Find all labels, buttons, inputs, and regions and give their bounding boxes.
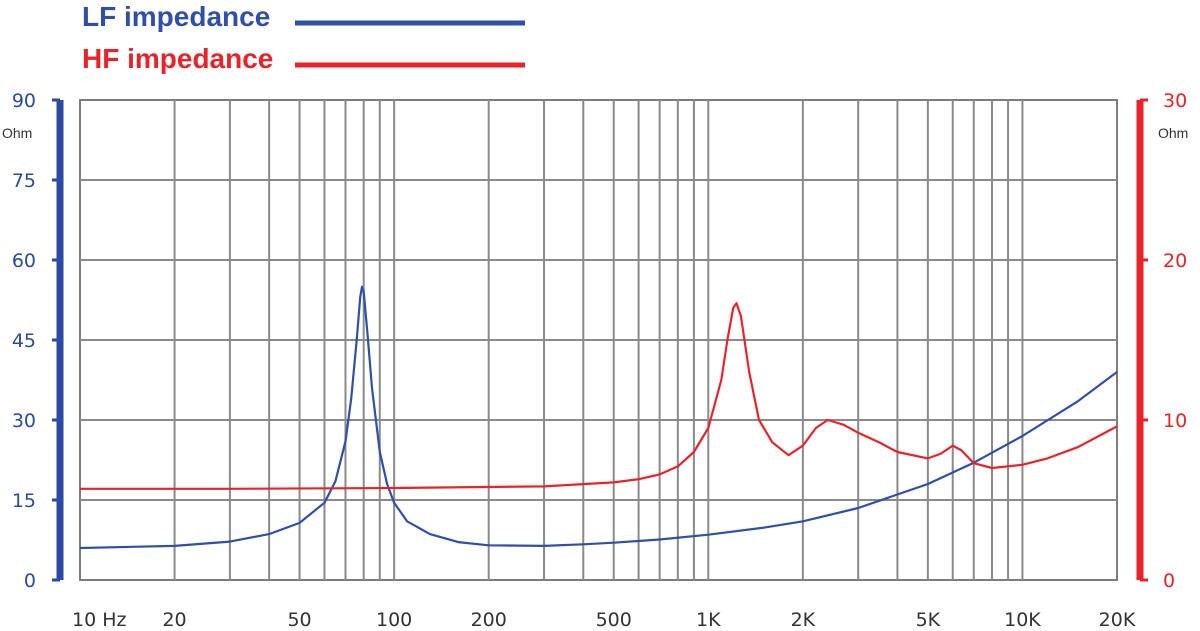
x-tick-label: 20 xyxy=(162,609,186,631)
left-tick-label: 15 xyxy=(12,490,36,512)
left-tick-label: 90 xyxy=(12,90,36,112)
right-tick-label: 30 xyxy=(1163,90,1187,112)
series-group xyxy=(79,285,1118,550)
legend-label-lf: LF impedance xyxy=(82,1,270,32)
left-tick-label: 0 xyxy=(24,570,36,592)
x-tick-label: 10 Hz xyxy=(72,609,127,631)
x-tick-label: 1K xyxy=(696,609,721,631)
right-tick-label: 0 xyxy=(1163,570,1175,592)
left-unit-label: Ohm xyxy=(2,125,32,141)
legend-label-hf: HF impedance xyxy=(82,43,273,74)
series-line-lf xyxy=(79,285,1118,550)
left-tick-label: 60 xyxy=(12,250,36,272)
x-tick-label: 5K xyxy=(916,609,941,631)
left-tick-label: 75 xyxy=(12,170,36,192)
x-tick-label: 200 xyxy=(471,609,507,631)
x-tick-label: 2K xyxy=(791,609,816,631)
x-tick-label: 50 xyxy=(287,609,311,631)
left-tick-label: 45 xyxy=(12,330,36,352)
x-tick-label: 500 xyxy=(596,609,632,631)
x-tick-label: 20K xyxy=(1099,609,1136,631)
right-tick-label: 20 xyxy=(1163,250,1187,272)
left-tick-label: 30 xyxy=(12,410,36,432)
series-line-hf xyxy=(80,302,1118,490)
right-tick-label: 10 xyxy=(1163,410,1187,432)
x-tick-label: 100 xyxy=(376,609,412,631)
axes: 0 15 30 45 60 75 90 Ohm 0 10 20 30 Ohm 10 Hz 20 50 100 20… xyxy=(2,90,1188,631)
grid xyxy=(79,99,1118,581)
right-unit-label: Ohm xyxy=(1158,125,1188,141)
x-tick-label: 10K xyxy=(1004,609,1041,631)
legend: LF impedance HF impedance xyxy=(82,1,525,74)
